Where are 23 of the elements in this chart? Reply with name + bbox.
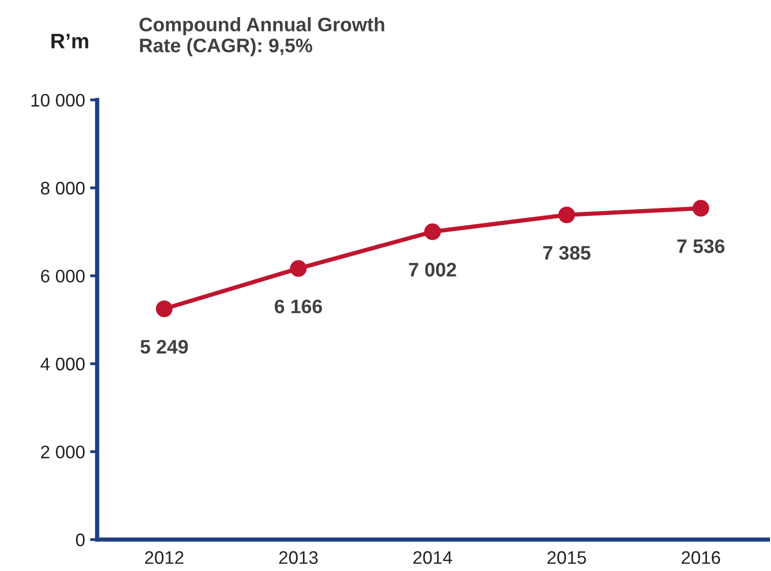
x-tick-label: 2012	[145, 551, 184, 564]
point	[290, 260, 307, 277]
x-tick-label: 2014	[413, 551, 452, 564]
x-tick-label: 2016	[682, 551, 720, 564]
data-label: 7 385	[543, 246, 590, 260]
x-tick-label: 2013	[279, 551, 318, 564]
y-tick-label: 6 000	[41, 270, 85, 283]
point	[424, 223, 441, 240]
data-label: 5 249	[140, 340, 188, 354]
y-tick-label: 8 000	[40, 182, 85, 195]
data-label: 7 536	[677, 239, 724, 254]
point	[156, 300, 173, 318]
y-axis-title: R’m	[52, 34, 88, 48]
chart-title: Compound Annual Growth Rate (CAGR): 9,5%	[140, 17, 384, 56]
y-tick-label: 10 000	[32, 94, 85, 107]
y-tick-label: 2 000	[41, 446, 85, 458]
data-label: 7 002	[409, 262, 456, 277]
y-tick-label: 4 000	[40, 358, 85, 370]
x-tick-label: 2015	[548, 551, 586, 564]
point	[558, 206, 576, 224]
point	[692, 200, 710, 217]
y-tick-label: 0	[76, 534, 85, 546]
data-label: 6 166	[274, 300, 322, 314]
